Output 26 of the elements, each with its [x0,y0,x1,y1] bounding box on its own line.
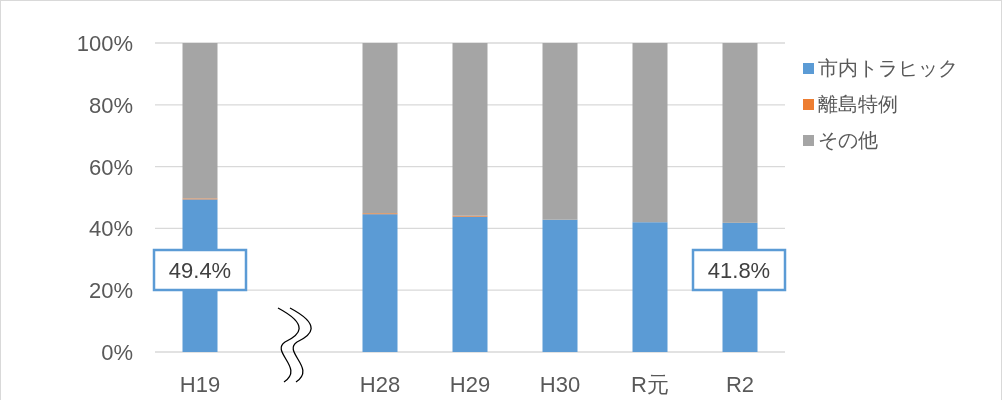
y-tick-label: 40% [88,216,133,242]
legend-label: その他 [818,129,878,151]
bar [632,43,668,223]
x-tick-label: H19 [179,372,221,397]
bar [362,43,398,214]
bar [542,43,578,220]
y-tick-label: 80% [88,92,133,118]
y-tick-label: 20% [88,278,133,304]
x-tick-label: R2 [725,372,755,397]
x-tick-label: H28 [359,372,401,397]
bar [722,43,758,223]
x-tick-label: R元 [631,372,669,397]
bar [452,43,488,216]
y-tick-label: 60% [88,154,133,180]
bar [362,214,398,352]
x-tick-label: H29 [449,372,491,397]
legend-label: 離島特例 [818,93,898,115]
data-label: 41.8% [707,258,771,283]
bar [452,216,488,352]
y-tick-label: 0% [101,340,133,365]
x-tick-label: H30 [539,372,581,397]
bar [182,43,218,199]
bar [542,219,578,352]
data-label: 49.4% [168,258,232,283]
bar [632,222,668,352]
y-tick-label: 100% [76,31,133,56]
